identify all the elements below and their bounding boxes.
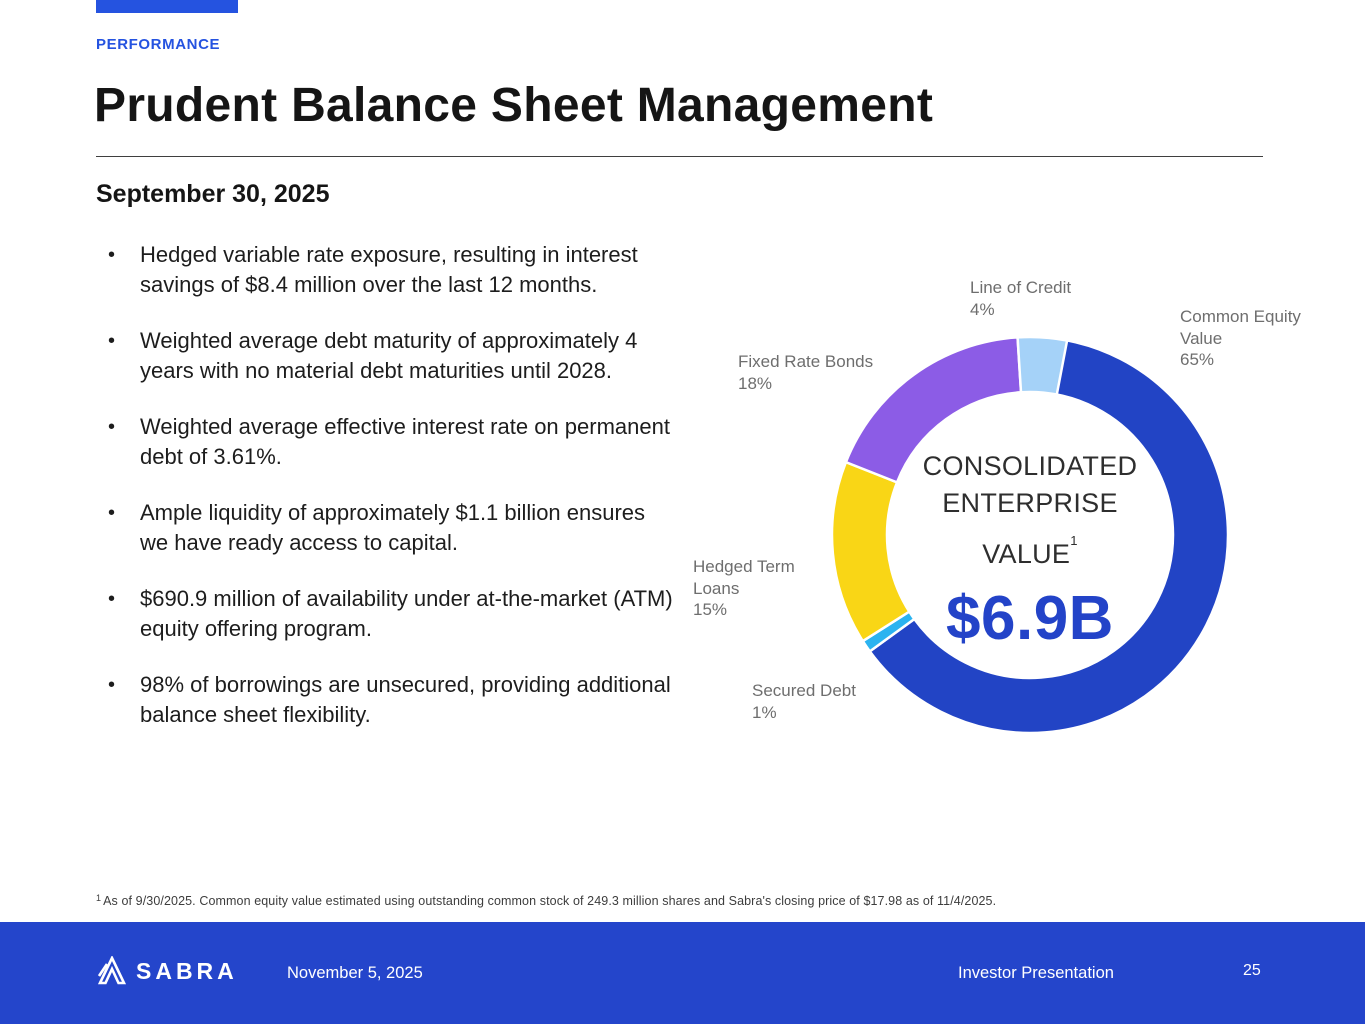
label-fixed-rate-bonds: Fixed Rate Bonds 18% — [738, 351, 908, 394]
segment-label: Line of Credit — [970, 278, 1072, 297]
page-number: 25 — [1243, 962, 1261, 979]
enterprise-value-title: CONSOLIDATED ENTERPRISE VALUE1 — [885, 448, 1175, 573]
footnote-text: As of 9/30/2025. Common equity value est… — [103, 894, 997, 908]
label-line-of-credit: Line of Credit 4% — [970, 277, 1100, 320]
footer-presentation-label: Investor Presentation — [958, 964, 1114, 982]
enterprise-value-amount: $6.9B — [946, 584, 1114, 653]
sabra-logo-text: SABRA — [136, 957, 238, 984]
segment-label: Common Equity Value — [1180, 307, 1301, 348]
footnote-mark: 1 — [96, 893, 102, 903]
donut-center-text: CONSOLIDATED ENTERPRISE VALUE1 $6.9B — [885, 448, 1175, 654]
bullet-item: Ample liquidity of approximately $1.1 bi… — [96, 498, 676, 558]
section-eyebrow: PERFORMANCE — [96, 36, 221, 53]
segment-pct: 4% — [970, 299, 995, 319]
segment-pct: 15% — [693, 600, 728, 619]
footnote-mark: 1 — [1070, 533, 1078, 548]
sabra-logo: SABRA — [96, 956, 238, 986]
bullet-item: 98% of borrowings are unsecured, providi… — [96, 670, 676, 730]
donut-chart — [830, 335, 1230, 735]
as-of-date: September 30, 2025 — [96, 180, 330, 208]
footnote: 1 As of 9/30/2025. Common equity value es… — [96, 893, 1266, 908]
bullet-item: Hedged variable rate exposure, resulting… — [96, 240, 676, 300]
donut-segment — [868, 335, 1230, 735]
title-divider — [96, 156, 1263, 157]
segment-label: Fixed Rate Bonds — [738, 352, 874, 371]
center-line-1: CONSOLIDATED — [922, 451, 1138, 481]
label-secured-debt: Secured Debt 1% — [752, 680, 902, 723]
page-title: Prudent Balance Sheet Management — [94, 79, 934, 132]
donut-segment — [1016, 335, 1069, 396]
footer-date: November 5, 2025 — [287, 964, 423, 982]
bullet-list: Hedged variable rate exposure, resulting… — [96, 240, 676, 756]
footer-bar: SABRA November 5, 2025 Investor Presenta… — [0, 922, 1365, 1024]
accent-bar — [96, 0, 238, 13]
segment-label: Secured Debt — [752, 681, 856, 700]
label-common-equity-value: Common Equity Value 65% — [1180, 306, 1330, 371]
label-hedged-term-loans: Hedged Term Loans 15% — [693, 556, 818, 621]
bullet-item: $690.9 million of availability under at-… — [96, 584, 676, 644]
bullet-item: Weighted average effective interest rate… — [96, 412, 676, 472]
center-line-3: VALUE — [982, 539, 1071, 569]
segment-pct: 65% — [1180, 350, 1215, 369]
sabra-logo-icon — [97, 956, 127, 985]
center-line-2: ENTERPRISE — [942, 488, 1118, 518]
segment-pct: 18% — [738, 373, 773, 393]
segment-pct: 1% — [752, 702, 777, 722]
segment-label: Hedged Term Loans — [693, 557, 795, 598]
bullet-item: Weighted average debt maturity of approx… — [96, 326, 676, 386]
